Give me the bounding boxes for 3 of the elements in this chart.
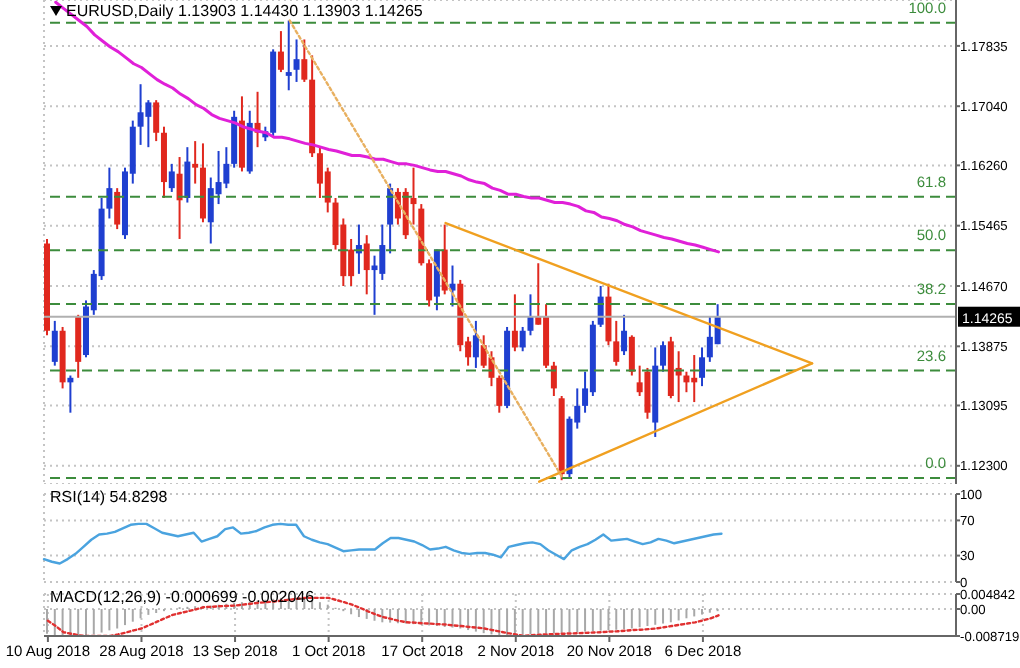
chart-title: RSI(14) 54.8298: [50, 488, 168, 506]
chart-title: EURUSD,Daily 1.13903 1.14430 1.13903 1.14265: [66, 2, 423, 20]
chart-title: MACD(12,26,9) -0.000699 -0.002046: [50, 588, 315, 606]
